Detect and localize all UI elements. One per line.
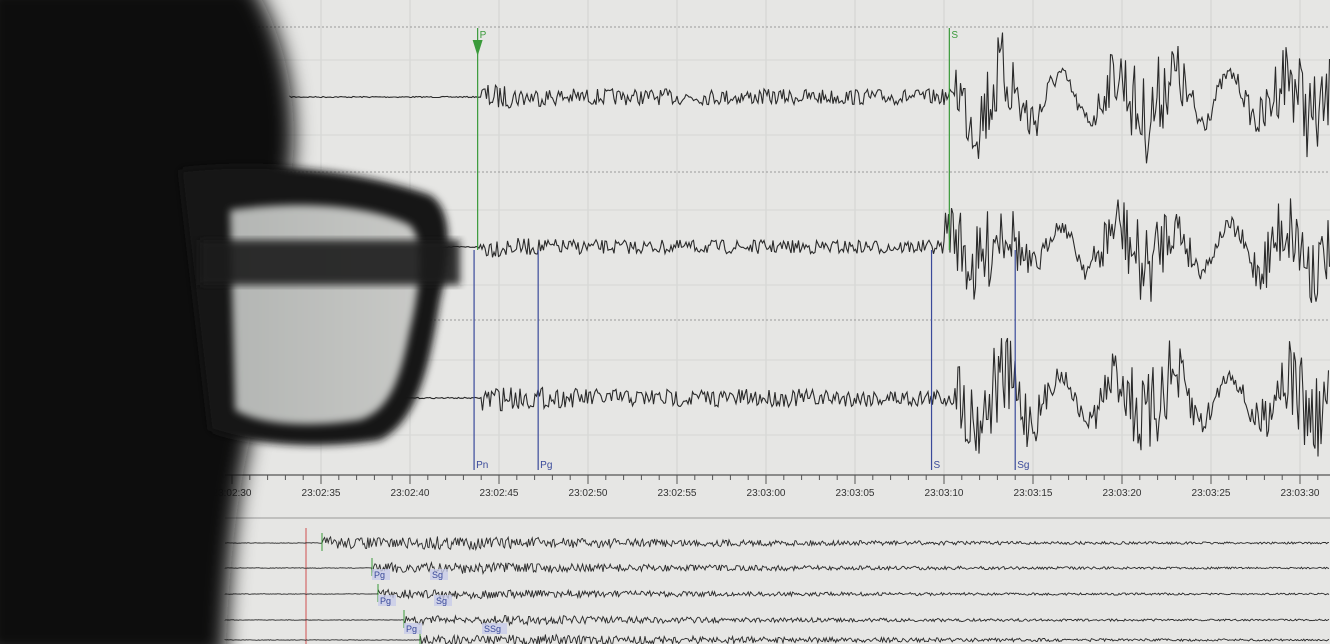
overview-panel: Pg Sg Pg Sg Pg SSg [224,517,1330,644]
overview-phase-label: SSg [484,624,501,634]
waveform-traces [289,32,1330,457]
person-silhouette [0,0,460,644]
overview-trace [224,633,1330,644]
waveform-trace [289,32,1330,164]
axis-tick-label: 23:02:40 [391,488,430,499]
phase-markers: P S Pn Pg S Sg [472,28,1029,471]
overview-phase-label: Pg [380,596,391,606]
phase-label: S [934,460,941,471]
overview-trace [224,614,1330,627]
overview-phase-label: Sg [432,570,443,580]
phase-label: Pn [476,460,488,471]
overview-trace [224,560,1330,576]
overview-phase-tag [404,623,422,634]
overview-phase-label: Sg [436,596,447,606]
overview-phase-tag [482,623,507,634]
waveform-trace [399,337,1330,457]
axis-tick-label: 23:03:00 [747,488,786,499]
overview-trace [224,535,1330,552]
waveform-trace [439,198,1330,303]
axis-tick-label: 23:03:10 [925,488,964,499]
overview-trace [224,588,1330,601]
overview-phase-tag [372,569,390,580]
phase-label: Pg [540,460,552,471]
pick-arrow-icon [472,40,483,56]
overview-phase-tag [434,595,452,606]
phase-label: S [951,30,958,41]
axis-tick-label: 23:02:35 [302,488,341,499]
glasses-lens [230,205,420,425]
phase-label: Sg [1017,460,1029,471]
overview-phase-tag [430,569,448,580]
axis-tick-label: 23:03:25 [1192,488,1231,499]
overview-phase-tag [378,595,396,606]
overview-phase-label: Pg [374,570,385,580]
axis-tick-label: 23:03:15 [1014,488,1053,499]
overview-phase-label: Pg [406,624,417,634]
phase-label: P [480,30,487,41]
axis-tick-label: 23:03:05 [836,488,875,499]
axis-tick-label: 23:03:20 [1103,488,1142,499]
axis-tick-label: 23:02:55 [658,488,697,499]
axis-tick-label: 23:03:30 [1281,488,1320,499]
axis-tick-label: 23:02:50 [569,488,608,499]
axis-tick-label: 23:02:45 [480,488,519,499]
